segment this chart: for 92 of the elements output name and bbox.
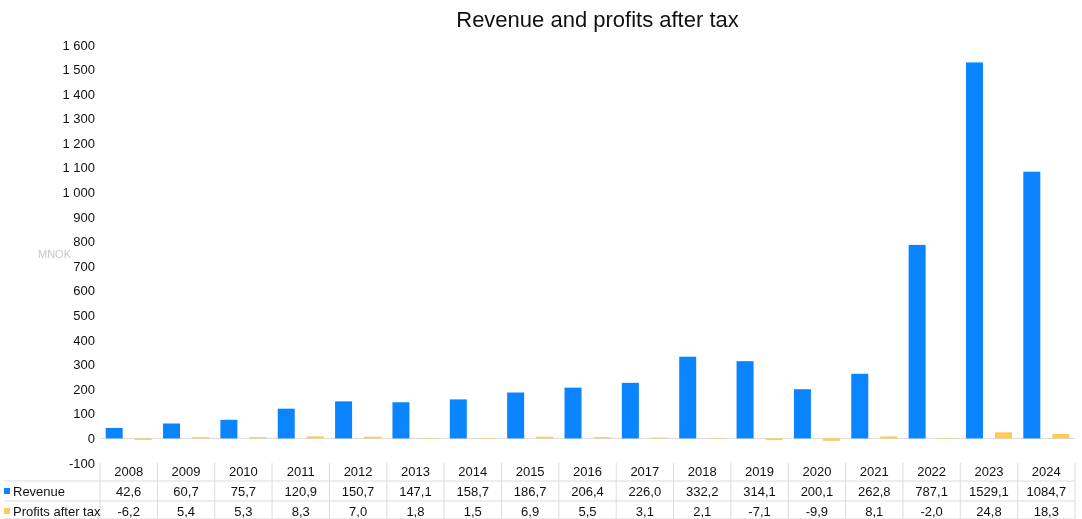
- data-label: 262,8: [857, 484, 891, 499]
- data-label: 206,4: [571, 484, 604, 499]
- x-tick-label: 2021: [859, 464, 889, 479]
- y-tick-label: 1 300: [62, 111, 95, 127]
- data-label: 332,2: [685, 484, 719, 499]
- data-label: 18,3: [1033, 504, 1059, 519]
- x-tick-label: 2009: [171, 464, 201, 479]
- y-tick-label: 800: [73, 234, 95, 250]
- y-tick-label: 1 600: [62, 37, 95, 53]
- x-tick-label: 2011: [286, 464, 315, 479]
- data-label: -6,2: [117, 504, 140, 519]
- data-label: -2,0: [920, 504, 943, 519]
- bar: [679, 356, 697, 439]
- data-label: 5,3: [234, 504, 253, 519]
- bar: [621, 382, 639, 439]
- y-tick-label: 700: [73, 258, 95, 274]
- bar: [306, 436, 324, 439]
- bar: [392, 402, 410, 439]
- data-label: 7,0: [349, 504, 368, 519]
- bar: [277, 408, 295, 439]
- data-label: 8,3: [291, 504, 310, 519]
- y-tick-label: 1 500: [62, 62, 95, 78]
- data-label: 1,5: [463, 504, 482, 519]
- y-tick-label: 1 200: [62, 135, 95, 151]
- bar: [994, 432, 1012, 439]
- y-tick-label: 1 100: [62, 160, 95, 176]
- data-label: 226,0: [628, 484, 662, 499]
- data-label: 787,1: [915, 484, 948, 499]
- data-label: 1,8: [406, 504, 425, 519]
- data-label: 60,7: [173, 484, 199, 499]
- data-label: 1084,7: [1026, 484, 1067, 499]
- bar: [965, 62, 983, 439]
- data-label: 42,6: [116, 484, 142, 499]
- data-label: 75,7: [230, 484, 257, 499]
- bar: [220, 419, 238, 439]
- y-tick-label: 1 000: [62, 185, 95, 201]
- data-label: 6,9: [521, 504, 540, 519]
- bar: [851, 373, 869, 439]
- data-label: 158,7: [456, 484, 490, 499]
- data-label: 200,1: [800, 484, 834, 499]
- y-tick-label: 600: [73, 283, 95, 299]
- data-label: 24,8: [976, 504, 1002, 519]
- y-tick-label: -100: [68, 455, 95, 471]
- x-tick-label: 2016: [573, 464, 602, 479]
- data-label: 5,5: [578, 504, 597, 519]
- bar: [793, 389, 811, 439]
- bar: [822, 438, 840, 441]
- bar: [335, 401, 353, 439]
- x-tick-label: 2020: [802, 464, 832, 479]
- y-tick-label: 300: [73, 357, 95, 373]
- x-tick-label: 2024: [1031, 464, 1061, 479]
- y-tick-label: 100: [73, 406, 95, 422]
- legend-label: Profits after tax: [13, 504, 101, 519]
- data-label: 5,4: [176, 504, 196, 519]
- data-label: 150,7: [341, 484, 375, 499]
- bar: [163, 423, 181, 439]
- x-tick-label: 2013: [400, 464, 430, 479]
- data-label: 314,1: [743, 484, 776, 499]
- y-tick-label: 1 400: [62, 86, 95, 102]
- chart-title: Revenue and profits after tax: [456, 7, 739, 32]
- x-tick-label: 2008: [114, 464, 144, 479]
- y-tick-label: 200: [73, 381, 95, 397]
- data-label: 147,1: [399, 484, 432, 499]
- data-label: -9,9: [805, 504, 829, 519]
- legend-label: Revenue: [13, 484, 66, 499]
- y-tick-label: 900: [73, 209, 95, 225]
- bar: [908, 244, 926, 439]
- bar: [736, 361, 754, 439]
- x-tick-label: 2014: [458, 464, 488, 479]
- x-tick-label: 2015: [515, 464, 545, 479]
- data-label: 120,9: [284, 484, 318, 499]
- x-tick-label: 2017: [630, 464, 660, 479]
- bar: [449, 399, 467, 439]
- x-tick-label: 2022: [917, 464, 947, 479]
- x-tick-label: 2012: [343, 464, 373, 479]
- x-tick-label: 2010: [228, 464, 258, 479]
- y-tick-label: 500: [73, 307, 95, 323]
- bar: [1023, 171, 1041, 439]
- data-label: 1529,1: [969, 484, 1009, 499]
- x-tick-label: 2018: [687, 464, 717, 479]
- y-tick-label: 0: [87, 430, 95, 446]
- bar: [564, 387, 582, 439]
- data-label: 8,1: [865, 504, 884, 519]
- x-tick-label: 2019: [745, 464, 775, 479]
- bar: [507, 392, 525, 439]
- data-label: -7,1: [748, 504, 771, 519]
- data-label: 3,1: [635, 504, 654, 519]
- x-tick-label: 2023: [974, 464, 1004, 479]
- bar: [105, 427, 123, 439]
- y-tick-label: 400: [73, 332, 95, 348]
- data-label: 2,1: [693, 504, 712, 519]
- data-label: 186,7: [513, 484, 547, 499]
